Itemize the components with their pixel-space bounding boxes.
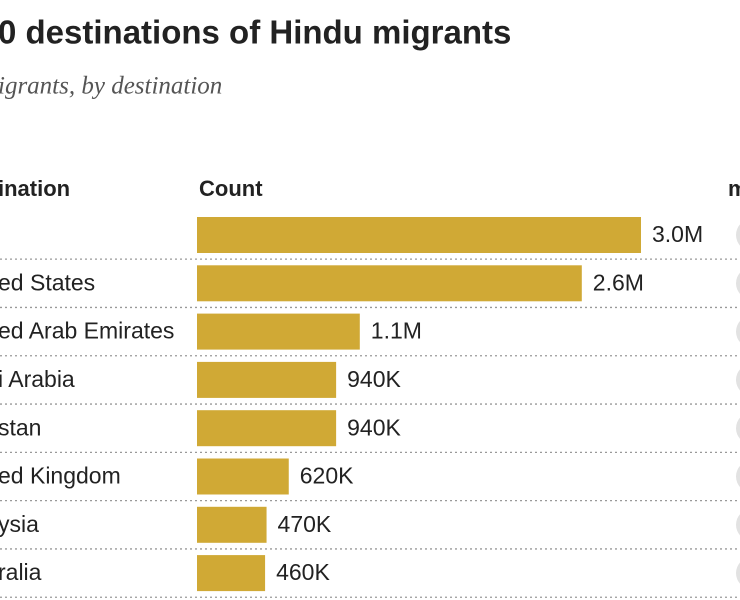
chart-title: 0 destinations of Hindu migrants bbox=[0, 14, 511, 51]
bar bbox=[197, 265, 582, 302]
category-label: ysia bbox=[0, 511, 39, 537]
category-label: ed Arab Emirates bbox=[0, 318, 174, 344]
bar bbox=[197, 313, 360, 350]
column-header: ination bbox=[0, 176, 70, 201]
value-label: 620K bbox=[300, 463, 354, 489]
bar bbox=[197, 361, 337, 398]
column-header: Count bbox=[199, 176, 263, 201]
category-label: stan bbox=[0, 414, 41, 440]
bar bbox=[197, 217, 641, 253]
value-label: 3.0M bbox=[652, 221, 703, 247]
value-label: 2.6M bbox=[593, 269, 644, 295]
value-label: 1.1M bbox=[371, 318, 422, 344]
chart-subtitle: igrants, by destination bbox=[0, 73, 222, 100]
bar bbox=[197, 458, 289, 495]
value-label: 460K bbox=[276, 559, 330, 585]
category-label: ed States bbox=[0, 269, 95, 295]
bar bbox=[197, 410, 337, 447]
indicator-dot bbox=[736, 321, 740, 343]
indicator-dot bbox=[736, 369, 740, 391]
value-label: 470K bbox=[278, 511, 332, 537]
value-label: 940K bbox=[347, 414, 401, 440]
category-label: i Arabia bbox=[0, 366, 75, 392]
value-label: 940K bbox=[347, 366, 401, 392]
indicator-dot bbox=[736, 224, 740, 246]
bar bbox=[197, 555, 266, 592]
indicator-dot bbox=[736, 465, 740, 488]
category-label: ed Kingdom bbox=[0, 463, 121, 489]
indicator-dot bbox=[736, 272, 740, 294]
indicator-dot bbox=[736, 562, 740, 584]
category-label: ralia bbox=[0, 559, 42, 585]
indicator-dot bbox=[736, 514, 740, 536]
column-header: m bbox=[728, 176, 740, 201]
bar bbox=[197, 506, 267, 543]
indicator-dot bbox=[736, 417, 740, 439]
